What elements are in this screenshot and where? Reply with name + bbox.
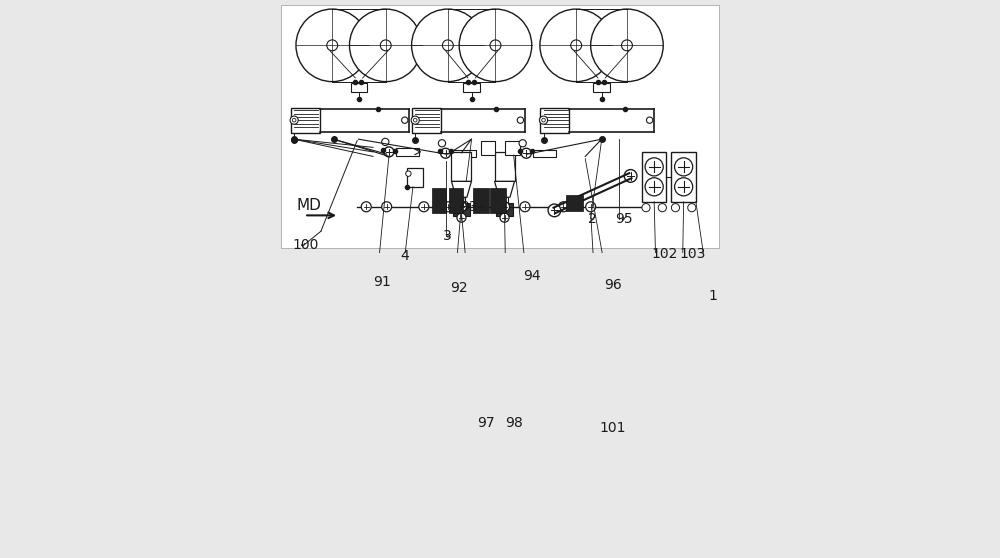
Polygon shape	[451, 181, 471, 197]
Circle shape	[540, 9, 612, 81]
Circle shape	[548, 204, 561, 217]
Text: 93: 93	[461, 200, 478, 214]
Circle shape	[586, 202, 596, 211]
Circle shape	[519, 140, 526, 147]
Text: 1: 1	[709, 289, 717, 303]
Circle shape	[382, 138, 389, 146]
FancyBboxPatch shape	[449, 188, 463, 213]
Circle shape	[646, 117, 653, 123]
Text: 3: 3	[443, 229, 452, 243]
Text: 4: 4	[400, 249, 409, 263]
Circle shape	[675, 178, 693, 196]
Circle shape	[441, 148, 451, 158]
Circle shape	[457, 213, 466, 222]
FancyBboxPatch shape	[540, 108, 569, 133]
FancyBboxPatch shape	[671, 152, 696, 202]
FancyBboxPatch shape	[593, 83, 610, 93]
Circle shape	[327, 40, 338, 51]
Circle shape	[349, 9, 422, 81]
Circle shape	[517, 117, 524, 123]
Text: 95: 95	[616, 211, 633, 225]
FancyBboxPatch shape	[396, 148, 419, 156]
Text: 96: 96	[604, 278, 622, 292]
Polygon shape	[495, 181, 515, 197]
Text: 101: 101	[600, 421, 626, 435]
Circle shape	[591, 9, 663, 81]
FancyBboxPatch shape	[407, 168, 423, 187]
FancyBboxPatch shape	[473, 188, 489, 213]
Circle shape	[521, 148, 531, 158]
FancyBboxPatch shape	[533, 150, 556, 157]
Circle shape	[380, 40, 391, 51]
Circle shape	[645, 158, 663, 176]
FancyBboxPatch shape	[432, 188, 446, 213]
Circle shape	[419, 202, 429, 211]
Text: 94: 94	[523, 269, 540, 283]
Circle shape	[539, 116, 548, 124]
FancyBboxPatch shape	[453, 203, 470, 217]
FancyBboxPatch shape	[481, 141, 495, 155]
Circle shape	[671, 204, 680, 211]
Text: 92: 92	[450, 281, 468, 295]
FancyBboxPatch shape	[490, 188, 506, 213]
Circle shape	[406, 171, 411, 176]
FancyBboxPatch shape	[351, 83, 367, 93]
Circle shape	[490, 40, 501, 51]
Text: 102: 102	[652, 247, 678, 261]
Circle shape	[500, 213, 509, 222]
Circle shape	[642, 204, 650, 211]
Circle shape	[292, 118, 296, 122]
Circle shape	[675, 158, 693, 176]
Circle shape	[645, 178, 663, 196]
Circle shape	[658, 204, 666, 211]
Circle shape	[296, 9, 369, 81]
Circle shape	[622, 40, 632, 51]
Circle shape	[442, 40, 453, 51]
Text: 98: 98	[505, 416, 523, 430]
Circle shape	[688, 204, 696, 211]
Circle shape	[361, 202, 371, 211]
Circle shape	[438, 140, 446, 147]
Circle shape	[384, 147, 394, 157]
Circle shape	[402, 117, 408, 123]
Circle shape	[459, 9, 532, 81]
Circle shape	[624, 170, 637, 182]
Circle shape	[500, 202, 510, 211]
Circle shape	[520, 202, 530, 211]
Text: 103: 103	[679, 247, 705, 261]
FancyBboxPatch shape	[463, 83, 480, 93]
Text: MD: MD	[297, 198, 322, 213]
FancyBboxPatch shape	[412, 108, 441, 133]
Circle shape	[456, 202, 466, 211]
Circle shape	[476, 202, 485, 211]
Circle shape	[571, 40, 582, 51]
Circle shape	[542, 118, 545, 122]
Text: 100: 100	[292, 238, 319, 252]
Circle shape	[413, 118, 417, 122]
FancyBboxPatch shape	[501, 197, 508, 203]
FancyBboxPatch shape	[496, 203, 513, 217]
FancyBboxPatch shape	[451, 152, 471, 181]
Text: 91: 91	[373, 275, 391, 289]
Circle shape	[290, 116, 298, 124]
FancyBboxPatch shape	[495, 152, 515, 181]
Circle shape	[412, 9, 484, 81]
FancyBboxPatch shape	[291, 108, 320, 133]
Circle shape	[411, 116, 419, 124]
FancyBboxPatch shape	[281, 4, 719, 248]
Circle shape	[443, 202, 453, 211]
FancyBboxPatch shape	[452, 150, 476, 157]
FancyBboxPatch shape	[566, 195, 583, 211]
FancyBboxPatch shape	[458, 197, 465, 203]
FancyBboxPatch shape	[642, 152, 666, 202]
Circle shape	[558, 202, 568, 211]
Text: 97: 97	[477, 416, 495, 430]
Text: 2: 2	[588, 211, 596, 225]
Circle shape	[382, 202, 392, 211]
FancyBboxPatch shape	[505, 141, 520, 155]
